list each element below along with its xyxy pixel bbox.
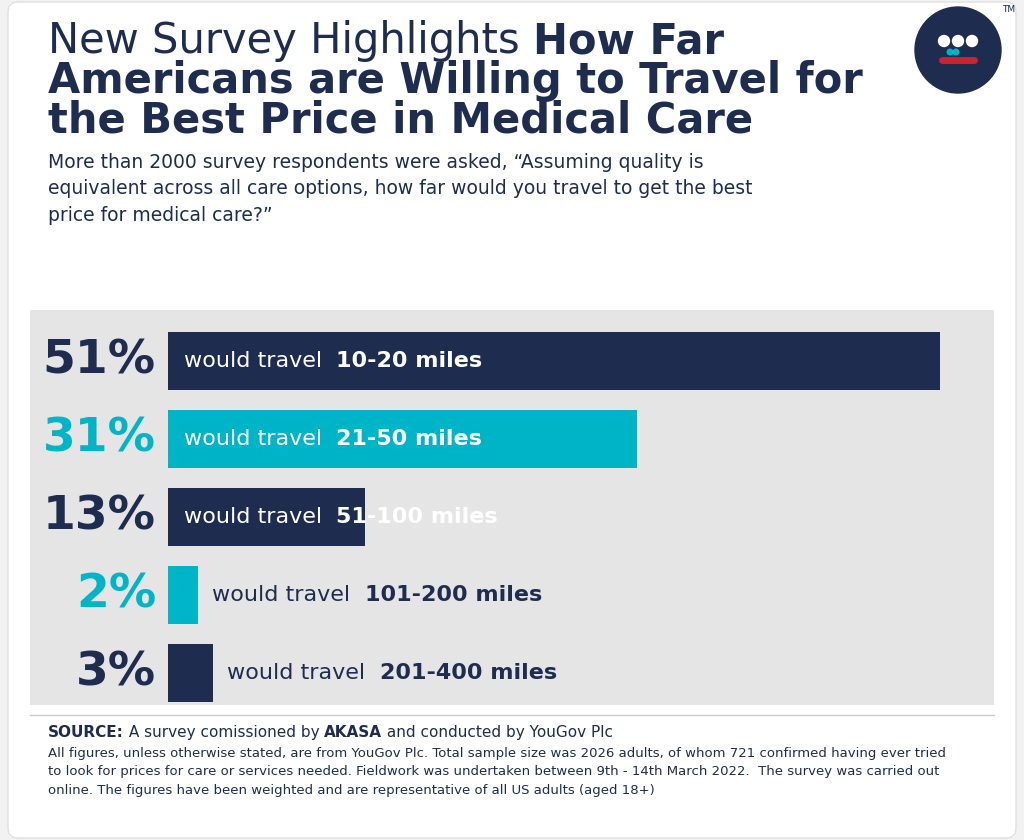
Text: All figures, unless otherwise stated, are from YouGov Plc. Total sample size was: All figures, unless otherwise stated, ar…	[48, 747, 946, 797]
Text: How Far: How Far	[532, 20, 724, 62]
Bar	[168, 332, 940, 390]
Text: would travel: would travel	[184, 351, 336, 371]
Text: 51-100 miles: 51-100 miles	[336, 507, 498, 527]
Text: 13%: 13%	[43, 495, 156, 539]
Text: 201-400 miles: 201-400 miles	[380, 663, 557, 683]
Text: would travel: would travel	[227, 663, 380, 683]
Text: would travel: would travel	[184, 507, 336, 527]
Text: 3%: 3%	[76, 650, 156, 696]
Text: the Best Price in Medical Care: the Best Price in Medical Care	[48, 99, 753, 141]
Circle shape	[915, 7, 1001, 93]
Text: 21-50 miles: 21-50 miles	[336, 429, 482, 449]
Text: New Survey Highlights: New Survey Highlights	[48, 20, 532, 62]
Text: would travel: would travel	[212, 585, 365, 605]
Text: TM: TM	[1002, 5, 1015, 14]
Text: 10-20 miles: 10-20 miles	[336, 351, 482, 371]
Bar	[168, 644, 213, 702]
Text: 101-200 miles: 101-200 miles	[365, 585, 542, 605]
FancyBboxPatch shape	[8, 2, 1016, 838]
Text: AKASA: AKASA	[325, 725, 382, 740]
Circle shape	[939, 35, 949, 46]
Text: More than 2000 survey respondents were asked, “Assuming quality is
equivalent ac: More than 2000 survey respondents were a…	[48, 153, 753, 225]
Circle shape	[967, 35, 978, 46]
Text: 51%: 51%	[43, 339, 156, 384]
Text: 2%: 2%	[76, 573, 156, 617]
Circle shape	[953, 50, 958, 55]
Circle shape	[952, 35, 964, 46]
Bar	[168, 410, 637, 468]
Text: would travel: would travel	[184, 429, 336, 449]
FancyBboxPatch shape	[30, 310, 994, 705]
Text: Americans are Willing to Travel for: Americans are Willing to Travel for	[48, 60, 863, 102]
Text: and conducted by YouGov Plc: and conducted by YouGov Plc	[382, 725, 613, 740]
Bar	[168, 566, 199, 624]
Text: SOURCE:: SOURCE:	[48, 725, 124, 740]
Text: 31%: 31%	[43, 417, 156, 461]
Text: A survey comissioned by: A survey comissioned by	[124, 725, 325, 740]
Circle shape	[947, 50, 952, 55]
Bar	[168, 488, 365, 546]
